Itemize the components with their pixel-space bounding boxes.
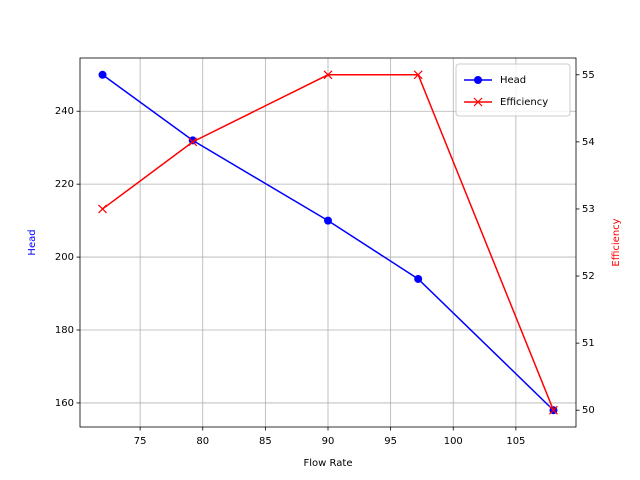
y2-tick-label: 54 bbox=[582, 137, 595, 148]
y2-tick-label: 53 bbox=[582, 204, 595, 215]
y-tick-label: 160 bbox=[55, 398, 74, 409]
x-tick-label: 75 bbox=[134, 436, 147, 447]
y-tick-label: 220 bbox=[55, 179, 74, 190]
marker bbox=[188, 137, 198, 147]
y-tick-label: 180 bbox=[55, 325, 74, 336]
legend-label: Efficiency bbox=[500, 97, 548, 108]
marker bbox=[188, 136, 197, 145]
y2-tick-label: 52 bbox=[582, 271, 595, 282]
x-tick-label: 90 bbox=[322, 436, 335, 447]
x-tick-label: 85 bbox=[259, 436, 272, 447]
y2-tick-label: 51 bbox=[582, 338, 595, 349]
legend-label: Head bbox=[500, 75, 526, 86]
y2-axis-label: Efficiency bbox=[611, 218, 622, 266]
x-tick-label: 95 bbox=[384, 436, 397, 447]
marker bbox=[98, 70, 107, 79]
y-tick-label: 240 bbox=[55, 106, 74, 117]
y-tick-label: 200 bbox=[55, 252, 74, 263]
marker bbox=[474, 76, 482, 84]
y2-tick-label: 50 bbox=[582, 405, 595, 416]
y2-tick-label: 55 bbox=[582, 70, 595, 81]
marker bbox=[549, 405, 558, 415]
grid bbox=[80, 58, 576, 427]
x-tick-label: 80 bbox=[196, 436, 209, 447]
marker bbox=[323, 70, 333, 80]
legend-box bbox=[455, 63, 571, 117]
marker bbox=[473, 97, 483, 107]
marker bbox=[98, 204, 107, 214]
lines bbox=[98, 70, 558, 415]
x-tick-label: 100 bbox=[444, 436, 463, 447]
x-tick-label: 105 bbox=[506, 436, 525, 447]
x-axis-label: Flow Rate bbox=[304, 458, 353, 469]
marker bbox=[414, 274, 423, 283]
marker bbox=[324, 216, 332, 225]
y-axis-label: Head bbox=[27, 229, 38, 255]
marker bbox=[413, 70, 423, 80]
